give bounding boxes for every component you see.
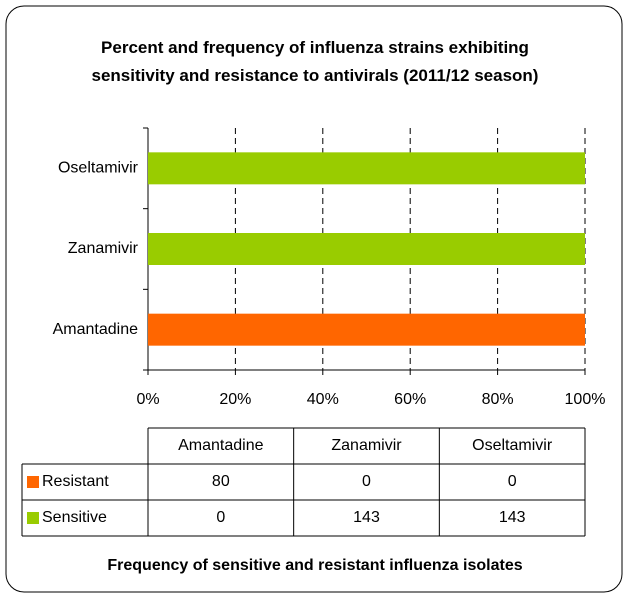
footnote: Frequency of sensitive and resistant inf… <box>107 557 522 574</box>
table-header: Zanamivir <box>331 437 402 454</box>
legend-label: Sensitive <box>42 509 107 526</box>
x-tick-label: 40% <box>307 391 339 408</box>
x-tick-label: 20% <box>219 391 251 408</box>
y-tick-label: Oseltamivir <box>58 160 139 177</box>
table-value: 80 <box>212 473 230 490</box>
table-value: 143 <box>353 509 380 526</box>
table-header: Amantadine <box>178 437 263 454</box>
bar-segment <box>148 313 585 346</box>
x-tick-label: 100% <box>565 391 606 408</box>
chart-border <box>5 5 623 593</box>
bar-segment <box>148 233 585 265</box>
bar-segment <box>148 152 585 185</box>
y-tick-label: Zanamivir <box>68 240 139 257</box>
x-tick-label: 80% <box>482 391 514 408</box>
table-value: 0 <box>216 509 225 526</box>
legend-swatch <box>27 512 39 524</box>
legend-swatch <box>27 476 39 488</box>
chart-title: Percent and frequency of influenza strai… <box>91 38 539 85</box>
table-value: 0 <box>508 473 517 490</box>
table-value: 143 <box>499 509 526 526</box>
table-value: 0 <box>362 473 371 490</box>
table-header: Oseltamivir <box>472 437 553 454</box>
x-tick-label: 0% <box>136 391 159 408</box>
legend-label: Resistant <box>42 473 109 490</box>
y-tick-label: Amantadine <box>53 321 138 338</box>
x-tick-label: 60% <box>394 391 426 408</box>
